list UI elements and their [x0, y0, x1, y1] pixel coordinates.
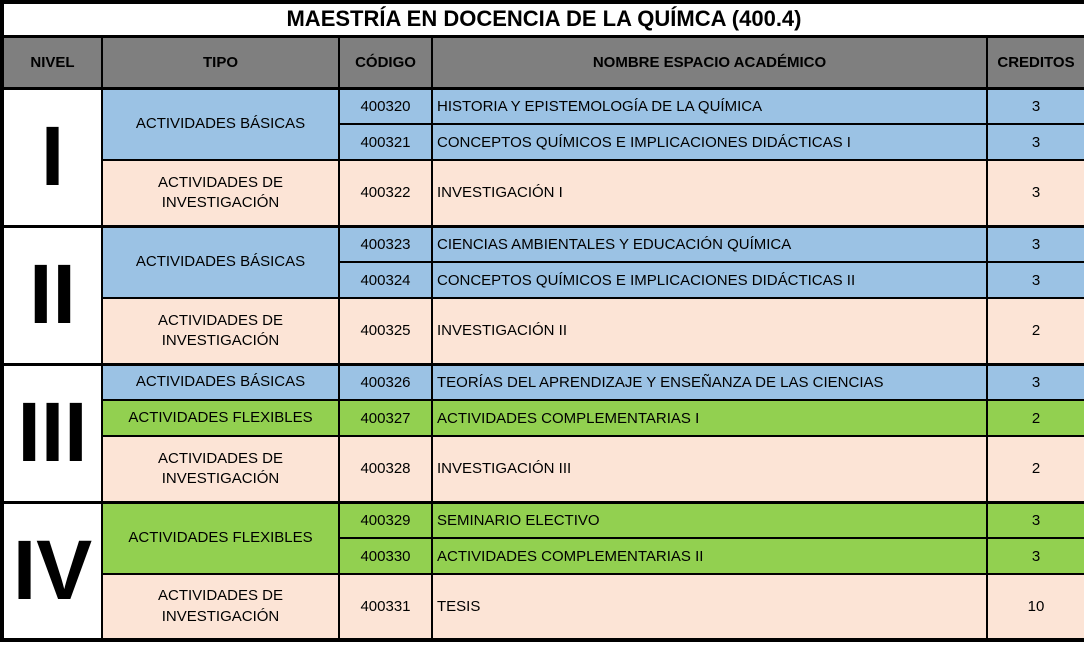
tipo-cell-investigacion: ACTIVIDADES DE INVESTIGACIÓN — [101, 159, 340, 227]
nombre-cell: TEORÍAS DEL APRENDIZAJE Y ENSEÑANZA DE L… — [431, 362, 988, 401]
tipo-cell-basicas: ACTIVIDADES BÁSICAS — [101, 224, 340, 299]
nombre-cell: ACTIVIDADES COMPLEMENTARIAS I — [431, 399, 988, 437]
codigo-cell: 400330 — [338, 537, 433, 575]
codigo-cell: 400327 — [338, 399, 433, 437]
table-row: 400330 ACTIVIDADES COMPLEMENTARIAS II 3 — [2, 537, 1084, 575]
nombre-cell: CONCEPTOS QUÍMICOS E IMPLICACIONES DIDÁC… — [431, 123, 988, 161]
creditos-cell: 10 — [986, 573, 1084, 641]
tipo-cell-investigacion: ACTIVIDADES DE INVESTIGACIÓN — [101, 297, 340, 365]
creditos-cell: 3 — [986, 261, 1084, 299]
creditos-cell: 2 — [986, 399, 1084, 437]
header-row: NIVEL TIPO CÓDIGO NOMBRE ESPACIO ACADÉMI… — [1, 35, 1084, 90]
nivel-cell-4: IV — [1, 500, 103, 641]
codigo-cell: 400326 — [338, 362, 433, 401]
nivel-cell-1: I — [1, 86, 103, 227]
tipo-cell-basicas: ACTIVIDADES BÁSICAS — [101, 362, 340, 401]
creditos-cell: 3 — [986, 159, 1084, 227]
nombre-cell: INVESTIGACIÓN III — [431, 435, 988, 503]
creditos-cell: 3 — [986, 123, 1084, 161]
table-title: MAESTRÍA EN DOCENCIA DE LA QUÍMCA (400.4… — [1, 1, 1084, 38]
table-row: II ACTIVIDADES BÁSICAS 400323 CIENCIAS A… — [1, 224, 1084, 365]
table-row: 400321 CONCEPTOS QUÍMICOS E IMPLICACIONE… — [2, 123, 1084, 161]
nombre-cell: CONCEPTOS QUÍMICOS E IMPLICACIONES DIDÁC… — [431, 261, 988, 299]
codigo-cell: 400328 — [338, 435, 433, 503]
nombre-cell: INVESTIGACIÓN I — [431, 159, 988, 227]
col-header-codigo: CÓDIGO — [338, 35, 433, 90]
table-row: ACTIVIDADES FLEXIBLES 400327 ACTIVIDADES… — [2, 399, 1084, 437]
table-row: ACTIVIDADES DE INVESTIGACIÓN 400331 TESI… — [2, 573, 1084, 641]
creditos-cell: 2 — [986, 297, 1084, 365]
table-row: I ACTIVIDADES BÁSICAS 400320 HISTORIA Y … — [1, 86, 1084, 227]
nivel-cell-3: III — [1, 362, 103, 503]
title-row: MAESTRÍA EN DOCENCIA DE LA QUÍMCA (400.4… — [1, 1, 1084, 38]
codigo-cell: 400329 — [338, 500, 433, 539]
nombre-cell: CIENCIAS AMBIENTALES Y EDUCACIÓN QUÍMICA — [431, 224, 988, 263]
tipo-cell-investigacion: ACTIVIDADES DE INVESTIGACIÓN — [101, 435, 340, 503]
table-row: III ACTIVIDADES BÁSICAS 400326 TEORÍAS D… — [1, 362, 1084, 503]
col-header-nivel: NIVEL — [1, 35, 103, 90]
codigo-cell: 400325 — [338, 297, 433, 365]
codigo-cell: 400331 — [338, 573, 433, 641]
nombre-cell: SEMINARIO ELECTIVO — [431, 500, 988, 539]
table-row: ACTIVIDADES DE INVESTIGACIÓN 400322 INVE… — [2, 159, 1084, 227]
codigo-cell: 400323 — [338, 224, 433, 263]
nombre-cell: ACTIVIDADES COMPLEMENTARIAS II — [431, 537, 988, 575]
creditos-cell: 3 — [986, 537, 1084, 575]
nombre-cell: INVESTIGACIÓN II — [431, 297, 988, 365]
nombre-cell: HISTORIA Y EPISTEMOLOGÍA DE LA QUÍMICA — [431, 86, 988, 125]
codigo-cell: 400321 — [338, 123, 433, 161]
creditos-cell: 3 — [986, 224, 1084, 263]
tipo-cell-investigacion: ACTIVIDADES DE INVESTIGACIÓN — [101, 573, 340, 641]
nombre-cell: TESIS — [431, 573, 988, 641]
creditos-cell: 2 — [986, 435, 1084, 503]
creditos-cell: 3 — [986, 500, 1084, 539]
nivel-cell-2: II — [1, 224, 103, 365]
col-header-creditos: CREDITOS — [986, 35, 1084, 90]
table-row: 400324 CONCEPTOS QUÍMICOS E IMPLICACIONE… — [2, 261, 1084, 299]
tipo-cell-flexibles: ACTIVIDADES FLEXIBLES — [101, 399, 340, 437]
codigo-cell: 400320 — [338, 86, 433, 125]
table-row: ACTIVIDADES DE INVESTIGACIÓN 400325 INVE… — [2, 297, 1084, 365]
col-header-nombre: NOMBRE ESPACIO ACADÉMICO — [431, 35, 988, 90]
creditos-cell: 3 — [986, 86, 1084, 125]
table-row: IV ACTIVIDADES FLEXIBLES 400329 SEMINARI… — [1, 500, 1084, 641]
table-row: ACTIVIDADES DE INVESTIGACIÓN 400328 INVE… — [2, 435, 1084, 503]
codigo-cell: 400324 — [338, 261, 433, 299]
col-header-tipo: TIPO — [101, 35, 340, 90]
tipo-cell-basicas: ACTIVIDADES BÁSICAS — [101, 86, 340, 161]
tipo-cell-flexibles: ACTIVIDADES FLEXIBLES — [101, 500, 340, 575]
creditos-cell: 3 — [986, 362, 1084, 401]
codigo-cell: 400322 — [338, 159, 433, 227]
